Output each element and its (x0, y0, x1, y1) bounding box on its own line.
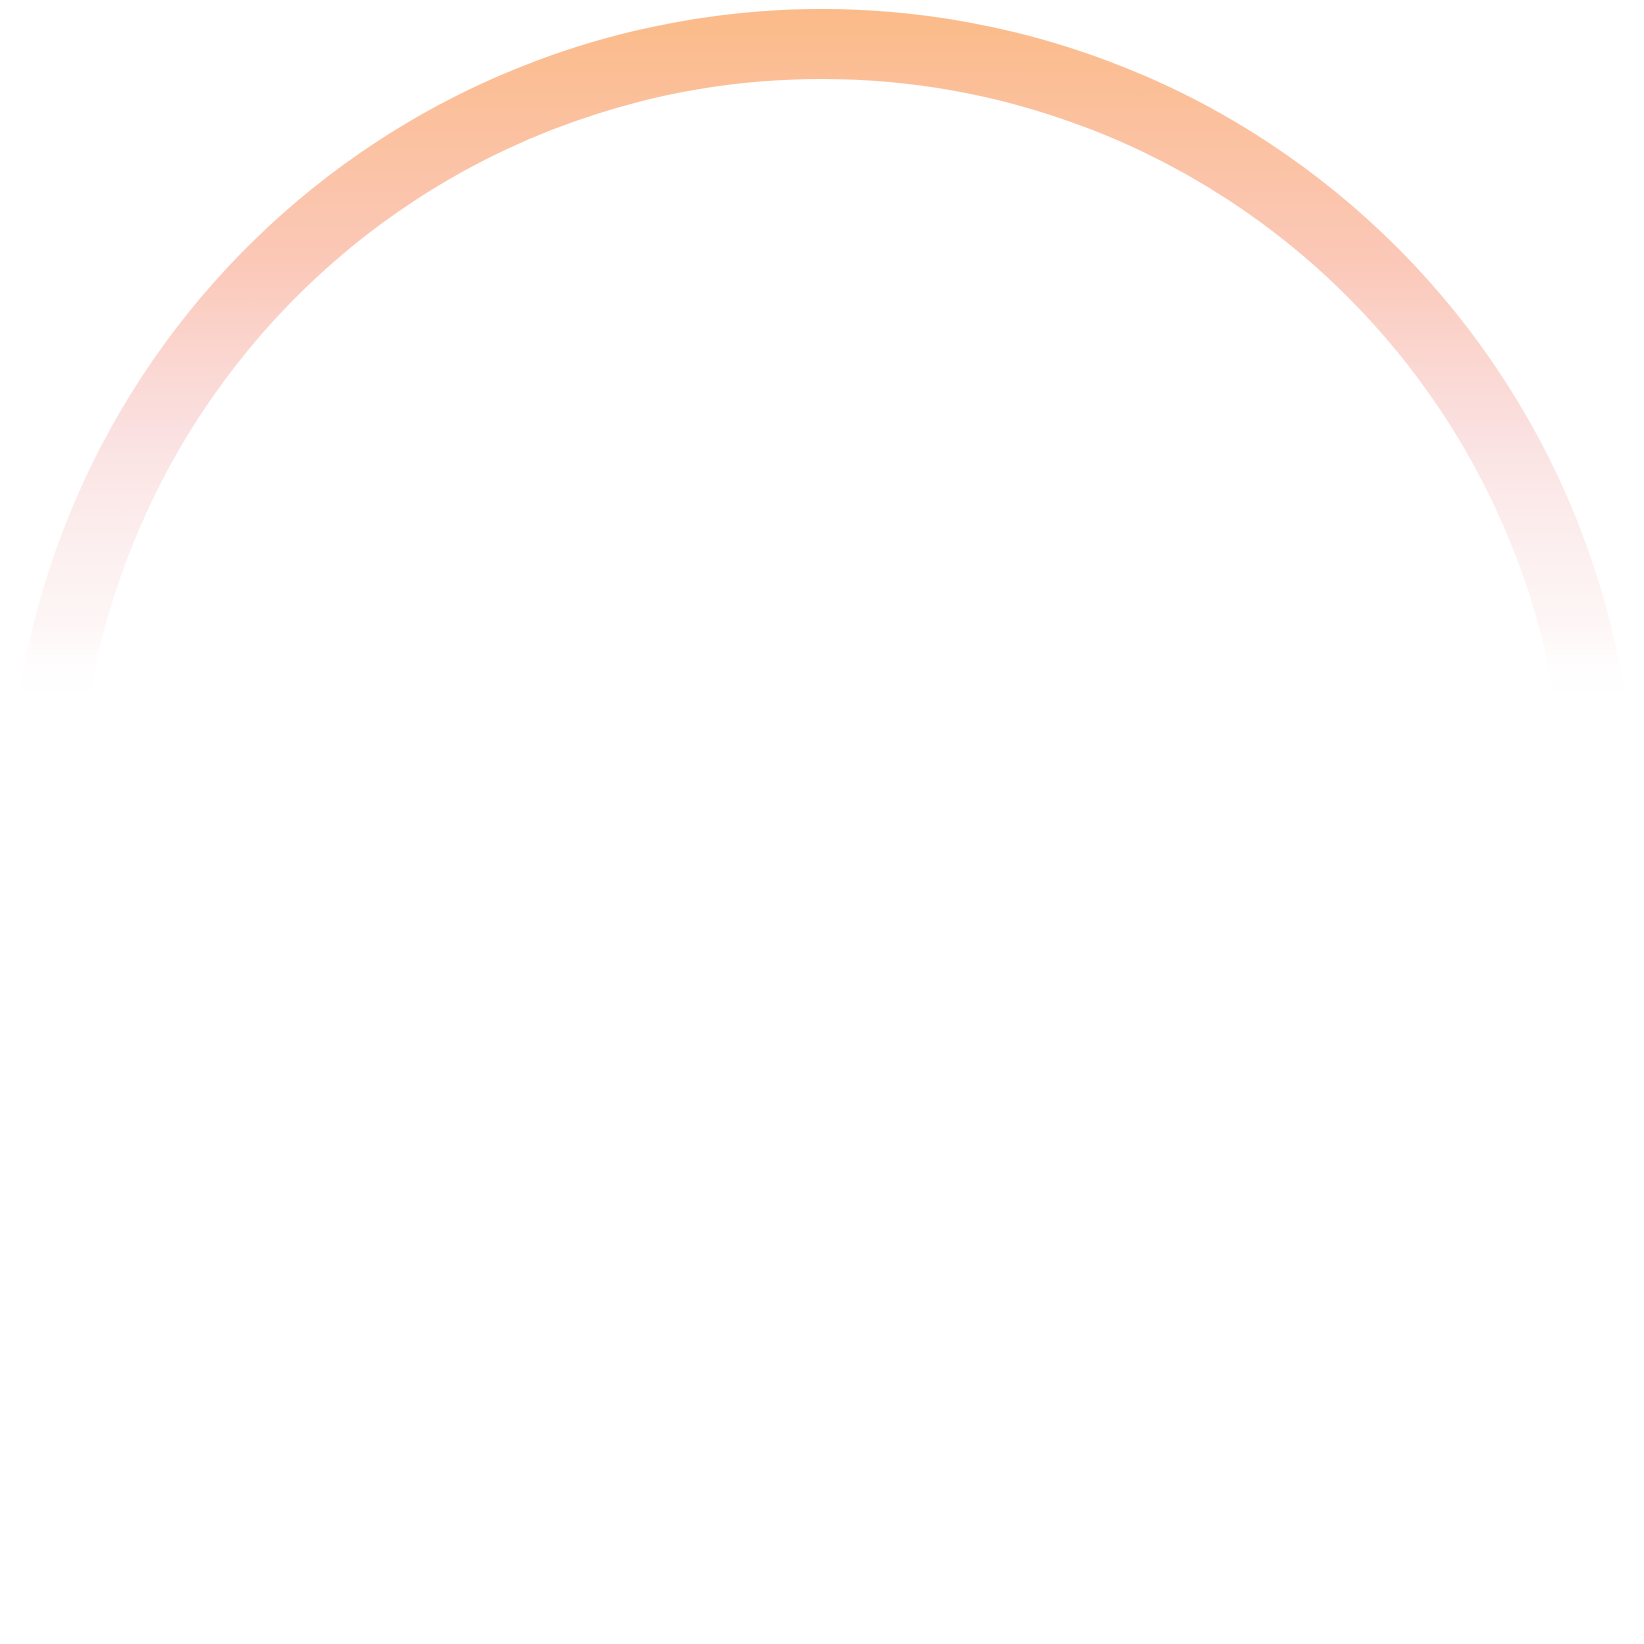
gradient-ring (9, 9, 1635, 1635)
